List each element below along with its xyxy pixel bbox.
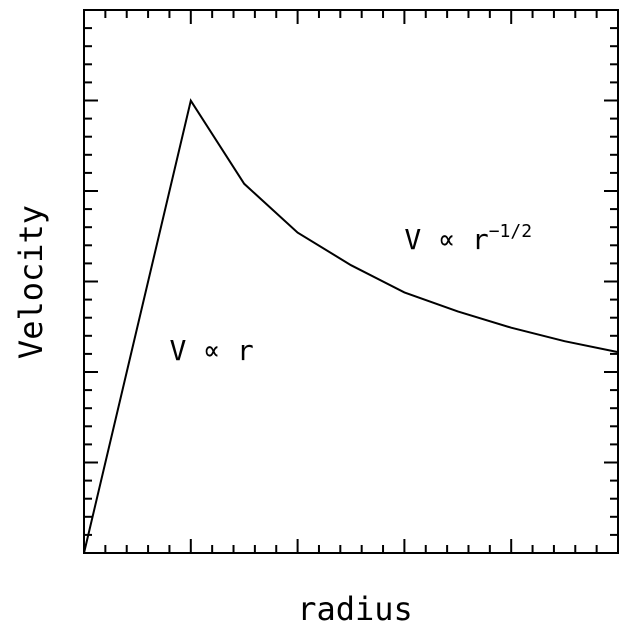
x-axis-label: radius	[297, 590, 413, 626]
velocity-curve	[83, 98, 619, 554]
plot-frame	[83, 9, 619, 554]
annotation-inverse-sqrt-base: V ∝ r	[404, 223, 488, 256]
annotation-linear: V ∝ r	[169, 334, 253, 367]
y-axis-label: Velocity	[12, 205, 50, 359]
axis-ticks	[84, 10, 618, 553]
annotation-inverse-sqrt-exponent: −1/2	[489, 221, 532, 242]
annotation-inverse-sqrt: V ∝ r−1/2	[404, 221, 532, 256]
